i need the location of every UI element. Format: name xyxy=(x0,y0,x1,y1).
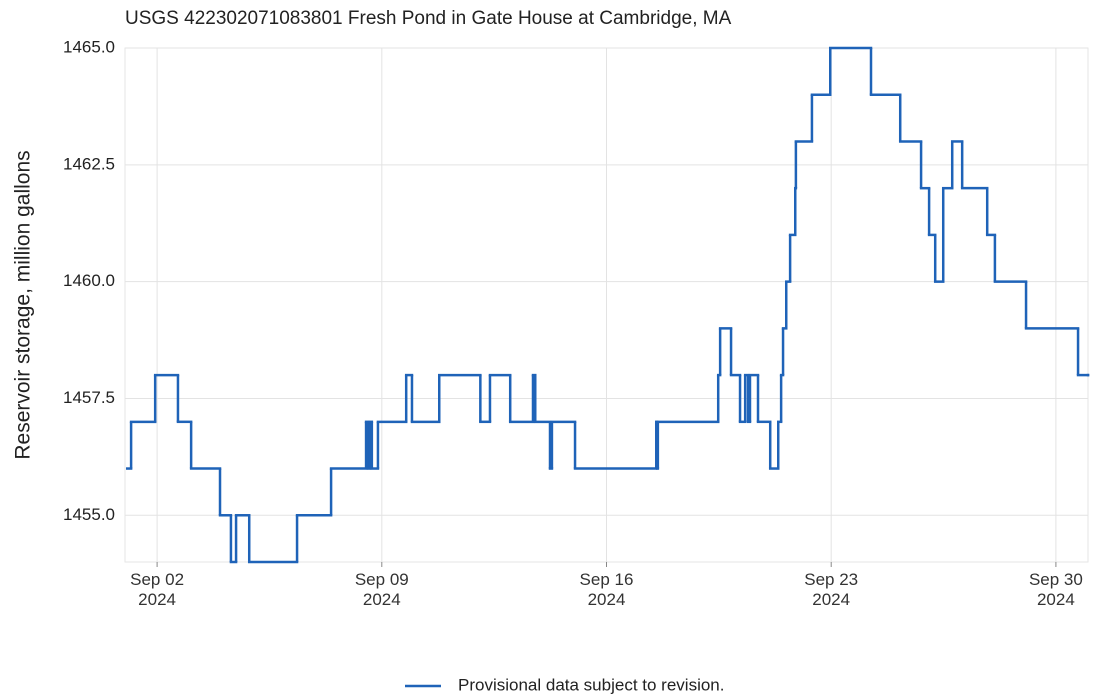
x-tick-label: Sep 30 2024 xyxy=(1028,570,1083,609)
y-tick-label: 1460.0 xyxy=(63,271,115,290)
chart-title: USGS 422302071083801 Fresh Pond in Gate … xyxy=(125,8,732,29)
x-tick-label: Sep 16 2024 xyxy=(579,570,634,609)
legend-label: Provisional data subject to revision. xyxy=(458,675,724,694)
x-tick-label: Sep 02 2024 xyxy=(130,570,185,609)
y-tick-label: 1457.5 xyxy=(63,388,115,407)
y-tick-label: 1465.0 xyxy=(63,37,115,56)
y-axis-title: Reservoir storage, million gallons xyxy=(12,150,35,459)
x-tick-label: Sep 23 2024 xyxy=(804,570,859,609)
y-tick-label: 1462.5 xyxy=(63,154,115,173)
x-tick-label: Sep 09 2024 xyxy=(354,570,409,609)
y-tick-label: 1455.0 xyxy=(63,505,115,524)
